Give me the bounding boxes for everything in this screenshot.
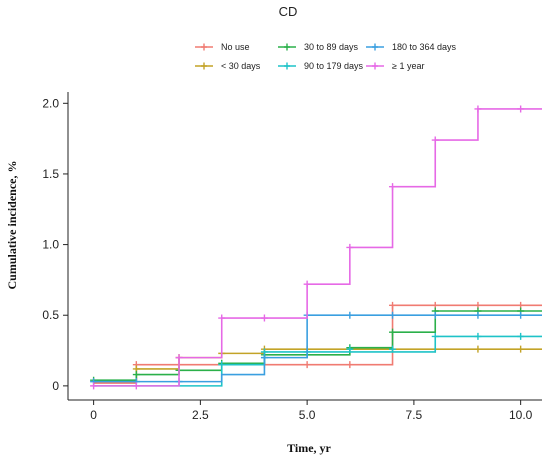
legend-swatch-mark: [372, 43, 378, 51]
censor-mark: [517, 345, 525, 353]
censor-mark: [517, 105, 525, 113]
censor-mark: [132, 371, 140, 379]
censor-mark: [346, 361, 354, 369]
legend-label: 90 to 179 days: [304, 61, 364, 71]
censor-mark: [175, 354, 183, 362]
legend-item: 30 to 89 days: [278, 42, 359, 52]
legend-label: 30 to 89 days: [304, 42, 359, 52]
censor-mark: [389, 345, 397, 353]
censor-mark: [389, 328, 397, 336]
legend-label: < 30 days: [221, 61, 261, 71]
plot-area: [90, 105, 542, 390]
censor-mark: [389, 183, 397, 191]
censor-mark: [218, 361, 226, 369]
legend-label: ≥ 1 year: [392, 61, 424, 71]
chart-title: CD: [279, 4, 298, 19]
y-axis-label: Cumulative incidence, %: [5, 161, 19, 290]
censor-mark: [474, 105, 482, 113]
censor-mark: [431, 136, 439, 144]
censor-mark: [346, 311, 354, 319]
legend-item: No use: [195, 42, 250, 52]
censor-mark: [389, 301, 397, 309]
legend-swatch-mark: [201, 62, 207, 70]
legend-item: 90 to 179 days: [278, 61, 364, 71]
censor-mark: [474, 311, 482, 319]
y-tick-label: 1.5: [42, 167, 59, 181]
x-tick-label: 5.0: [299, 408, 316, 422]
y-tick-label: 1.0: [42, 238, 59, 252]
censor-mark: [303, 361, 311, 369]
legend-item: 180 to 364 days: [366, 42, 457, 52]
censor-mark: [346, 345, 354, 353]
x-tick-label: 7.5: [406, 408, 423, 422]
censor-mark: [431, 311, 439, 319]
series-line: [93, 335, 542, 387]
y-tick-label: 0.5: [42, 308, 59, 322]
series-line: [93, 304, 542, 384]
x-axis-label: Time, yr: [287, 441, 331, 455]
censor-mark: [517, 332, 525, 340]
censor-mark: [389, 311, 397, 319]
legend-swatch-mark: [284, 62, 290, 70]
censor-mark: [431, 332, 439, 340]
censor-mark: [260, 314, 268, 322]
x-tick-label: 2.5: [192, 408, 209, 422]
series-line: [93, 314, 542, 383]
censor-mark: [517, 311, 525, 319]
x-tick-label: 10.0: [509, 408, 533, 422]
censor-mark: [474, 332, 482, 340]
y-tick-label: 0: [52, 379, 59, 393]
axes: 0 2.5 5.0 7.5 10.0 0 0.5 1.0 1.5 2.0: [42, 92, 542, 422]
legend-item: ≥ 1 year: [366, 61, 424, 71]
legend-label: 180 to 364 days: [392, 42, 457, 52]
censor-mark: [346, 243, 354, 251]
legend-swatch-mark: [284, 43, 290, 51]
legend-swatch-mark: [372, 62, 378, 70]
censor-mark: [303, 280, 311, 288]
series-line: [93, 108, 542, 387]
legend: No use < 30 days 30 to 89 days 90 to 179 da…: [195, 42, 457, 71]
series-line: [93, 310, 542, 382]
x-tick-label: 0: [90, 408, 97, 422]
y-tick-label: 2.0: [42, 96, 59, 110]
censor-mark: [260, 354, 268, 362]
legend-label: No use: [221, 42, 250, 52]
censor-mark: [474, 345, 482, 353]
legend-swatch-mark: [201, 43, 207, 51]
censor-mark: [132, 382, 140, 390]
censor-mark: [90, 382, 98, 390]
censor-mark: [218, 314, 226, 322]
legend-item: < 30 days: [195, 61, 261, 71]
